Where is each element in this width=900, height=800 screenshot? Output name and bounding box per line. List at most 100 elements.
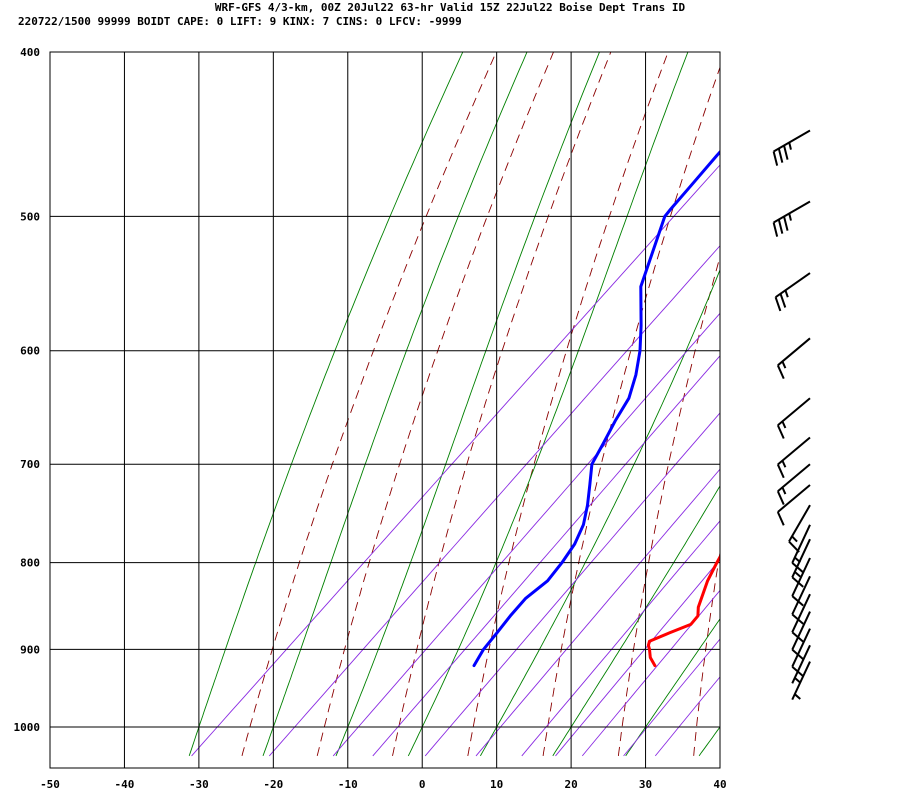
- mixing-ratio-line: [521, 520, 720, 757]
- barb-feather: [776, 490, 785, 505]
- wind-barb: [772, 200, 811, 237]
- barb-feather: [772, 151, 779, 166]
- barb-staff: [777, 463, 811, 493]
- wind-barb: [776, 484, 811, 526]
- barb-half-feather: [791, 535, 798, 543]
- barb-staff: [791, 611, 811, 651]
- barb-staff: [777, 484, 811, 513]
- barb-staff: [791, 644, 811, 684]
- temperature-profile: [646, 553, 720, 668]
- moist-adiabat: [262, 52, 528, 757]
- barb-staff: [777, 337, 811, 367]
- dry-adiabat: [844, 52, 900, 756]
- wind-barb: [772, 129, 811, 166]
- dry-adiabat: [316, 52, 554, 757]
- wind-barbs: [772, 129, 811, 701]
- mixing-ratio-line: [372, 355, 720, 757]
- dewpoint-profile: [472, 149, 720, 668]
- mixing-ratio-line: [623, 638, 720, 757]
- temperature-tick-label: -10: [338, 778, 358, 791]
- barb-feather: [783, 216, 789, 231]
- mixing-ratio-line: [268, 245, 720, 757]
- barb-feather: [776, 511, 785, 526]
- barb-staff: [777, 397, 811, 426]
- mixing-ratio-line: [424, 412, 720, 757]
- temperature-tick-labels: -50 -40 -30 -20 -10 0 10 20 30 40: [40, 778, 727, 791]
- barb-feather: [777, 219, 784, 234]
- wind-barb: [776, 463, 811, 505]
- barb-half-feather: [794, 693, 801, 700]
- barb-half-feather: [788, 213, 792, 221]
- dry-adiabat: [693, 550, 720, 756]
- barb-half-feather: [781, 460, 787, 468]
- barb-half-feather: [788, 142, 792, 150]
- moist-adiabat: [188, 52, 464, 757]
- temperature-tick-label: -50: [40, 778, 60, 791]
- chart-header-line-2: 220722/1500 99999 BOIDT CAPE: 0 LIFT: 9 …: [18, 15, 462, 28]
- mixing-ratio-line: [555, 558, 720, 757]
- barb-staff: [791, 593, 811, 633]
- wind-barb: [791, 661, 811, 701]
- dry-adiabat: [542, 66, 720, 756]
- wind-barb: [776, 397, 811, 439]
- temperature-tick-label: 20: [564, 778, 577, 791]
- dry-adiabat: [617, 255, 720, 756]
- temperature-tick-label: 0: [419, 778, 426, 791]
- wind-barb: [791, 644, 811, 684]
- barb-feather: [783, 145, 789, 160]
- temperature-tick-label: 40: [713, 778, 726, 791]
- barb-feather: [776, 424, 785, 439]
- barb-feather: [777, 148, 784, 163]
- pressure-tick-label: 800: [20, 557, 40, 570]
- pressure-tick-label: 1000: [14, 721, 41, 734]
- barb-staff: [773, 129, 811, 153]
- barb-staff: [791, 628, 811, 668]
- mixing-ratio-line: [332, 312, 720, 757]
- pressure-tick-label: 700: [20, 458, 40, 471]
- pressure-tick-label: 600: [20, 345, 40, 358]
- plot-frame: [49, 51, 721, 769]
- barb-staff: [773, 200, 811, 224]
- temperature-tick-label: 10: [490, 778, 503, 791]
- mixing-ratio-line: [581, 589, 720, 757]
- wind-barb: [774, 272, 811, 312]
- barb-staff: [791, 524, 811, 564]
- temperature-tick-label: -20: [263, 778, 283, 791]
- barb-half-feather: [794, 571, 801, 578]
- moist-adiabat: [480, 268, 720, 757]
- barb-staff: [791, 557, 811, 597]
- pressure-tick-label: 900: [20, 643, 40, 656]
- barb-half-feather: [781, 361, 787, 369]
- barb-feather: [779, 293, 787, 308]
- moist-adiabat: [552, 485, 720, 757]
- dry-adiabat: [467, 52, 669, 756]
- barb-staff: [791, 661, 811, 701]
- barb-staff: [791, 538, 811, 578]
- wind-barb: [776, 337, 811, 380]
- barb-staff: [775, 272, 811, 298]
- barb-feather: [772, 222, 779, 237]
- dry-adiabat: [769, 52, 897, 756]
- barb-half-feather: [794, 677, 801, 684]
- temperature-tick-label: 30: [639, 778, 652, 791]
- barb-staff: [777, 436, 811, 466]
- reference-lines: [188, 52, 900, 757]
- temperature-tick-label: -40: [115, 778, 135, 791]
- barb-feather: [774, 296, 782, 312]
- barb-half-feather: [781, 420, 787, 429]
- pressure-tick-labels: 400 500 600 700 800 900 1000: [14, 46, 41, 734]
- barb-feather: [776, 464, 785, 479]
- barb-half-feather: [781, 486, 787, 495]
- moist-adiabat: [407, 52, 689, 757]
- pressure-tick-label: 500: [20, 210, 40, 223]
- sounding-profiles: [472, 149, 720, 668]
- wind-barb: [776, 436, 811, 479]
- barb-staff: [791, 575, 811, 615]
- mixing-ratio-line: [475, 468, 720, 757]
- pressure-tick-label: 400: [20, 46, 40, 59]
- moist-adiabat: [625, 618, 720, 757]
- barb-staff: [788, 504, 811, 543]
- mixing-ratio-line: [191, 164, 720, 757]
- chart-header-line-1: WRF-GFS 4/3-km, 00Z 20Jul22 63-hr Valid …: [215, 1, 686, 14]
- mixing-ratio-line: [654, 676, 720, 757]
